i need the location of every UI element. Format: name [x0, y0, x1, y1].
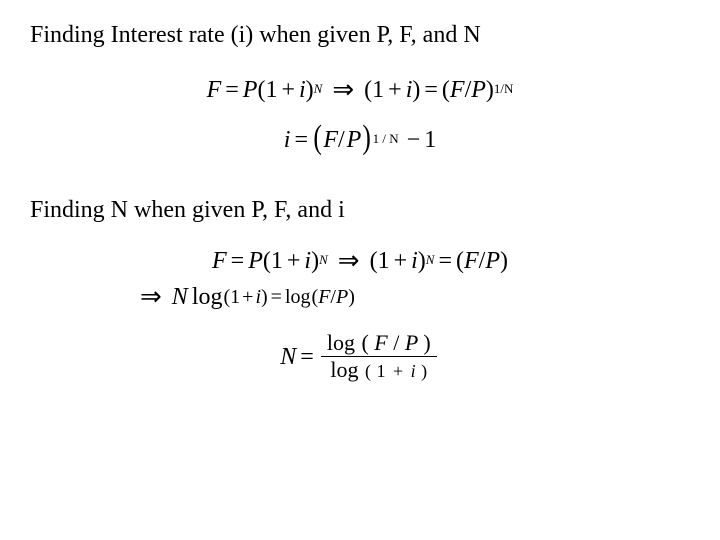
var-i: i [411, 249, 418, 273]
var-i: i [411, 361, 416, 381]
section1-eq2: i = ( F / P ) 1 / N − 1 [30, 123, 690, 157]
section1-eq1: F = P ( 1 + i ) N ⇒ ( 1 + i ) = ( F / P … [30, 77, 690, 103]
slide-page: Finding Interest rate (i) when given P, … [0, 0, 720, 405]
lparen: ( [364, 78, 372, 102]
exp-1overN: 1/N [494, 82, 514, 95]
equals: = [231, 249, 245, 273]
equals: = [424, 78, 438, 102]
log-fn: log [192, 285, 223, 309]
lparen: ( [263, 249, 271, 273]
section2-eq3: N = log ( F / P ) log ( 1 + i ) [30, 330, 690, 383]
var-F: F [450, 78, 465, 102]
var-P: P [471, 78, 486, 102]
exp-N: N [314, 82, 323, 95]
var-N: N [172, 285, 188, 309]
log-fn: log [330, 357, 358, 382]
plus: + [281, 78, 295, 102]
var-P: P [485, 249, 500, 273]
lparen: ( [361, 330, 368, 355]
big-lparen: ( [313, 121, 321, 155]
var-P: P [243, 78, 258, 102]
exp-N: N [319, 253, 328, 266]
var-P: P [405, 330, 418, 355]
equals: = [294, 128, 308, 152]
plus: + [242, 287, 253, 307]
var-i: i [284, 128, 291, 152]
var-P: P [347, 128, 362, 152]
equals: = [271, 287, 282, 307]
var-F: F [464, 249, 479, 273]
var-P: P [336, 287, 348, 307]
implies-arrow: ⇒ [338, 248, 360, 274]
rparen: ) [261, 287, 268, 307]
lparen: ( [370, 249, 378, 273]
equals: = [300, 345, 314, 369]
rparen: ) [311, 249, 319, 273]
var-N: N [280, 345, 296, 369]
lparen: ( [456, 249, 464, 273]
var-F: F [318, 287, 330, 307]
exp-1overN: 1 / N [373, 132, 399, 145]
var-i: i [406, 78, 413, 102]
one: 1 [265, 78, 277, 102]
one: 1 [372, 78, 384, 102]
one: 1 [230, 287, 240, 307]
big-rparen: ) [363, 121, 371, 155]
section2-heading: Finding N when given P, F, and i [30, 197, 690, 224]
lparen: ( [442, 78, 450, 102]
rparen: ) [348, 287, 355, 307]
fraction: log ( F / P ) log ( 1 + i ) [321, 330, 437, 383]
log-fn: log [327, 330, 355, 355]
var-i: i [304, 249, 311, 273]
plus: + [388, 78, 402, 102]
rparen: ) [306, 78, 314, 102]
rparen: ) [412, 78, 420, 102]
rparen: ) [486, 78, 494, 102]
var-i: i [299, 78, 306, 102]
one: 1 [377, 361, 386, 381]
rparen: ) [500, 249, 508, 273]
slash: / [393, 330, 399, 355]
one: 1 [378, 249, 390, 273]
plus: + [393, 361, 403, 381]
one: 1 [424, 128, 436, 152]
lparen: ( [257, 78, 265, 102]
section2-eq2: ⇒ N log ( 1 + i ) = log ( F / P ) [30, 284, 690, 310]
var-F: F [207, 78, 222, 102]
implies-arrow: ⇒ [332, 77, 354, 103]
one: 1 [271, 249, 283, 273]
rparen: ) [418, 249, 426, 273]
log-fn: log [285, 287, 311, 307]
exp-N: N [426, 253, 435, 266]
implies-arrow: ⇒ [140, 284, 162, 310]
equals: = [438, 249, 452, 273]
plus: + [394, 249, 408, 273]
section1-heading: Finding Interest rate (i) when given P, … [30, 22, 690, 49]
lparen: ( [223, 287, 230, 307]
var-P: P [248, 249, 263, 273]
var-F: F [212, 249, 227, 273]
plus: + [287, 249, 301, 273]
minus: − [407, 128, 421, 152]
rparen: ) [423, 330, 430, 355]
slash: / [338, 128, 345, 152]
var-F: F [374, 330, 387, 355]
var-F: F [323, 128, 338, 152]
section2-eq1: F = P ( 1 + i ) N ⇒ ( 1 + i ) N = ( F / … [30, 248, 690, 274]
lparen: ( [365, 361, 371, 381]
equals: = [225, 78, 239, 102]
rparen: ) [421, 361, 427, 381]
